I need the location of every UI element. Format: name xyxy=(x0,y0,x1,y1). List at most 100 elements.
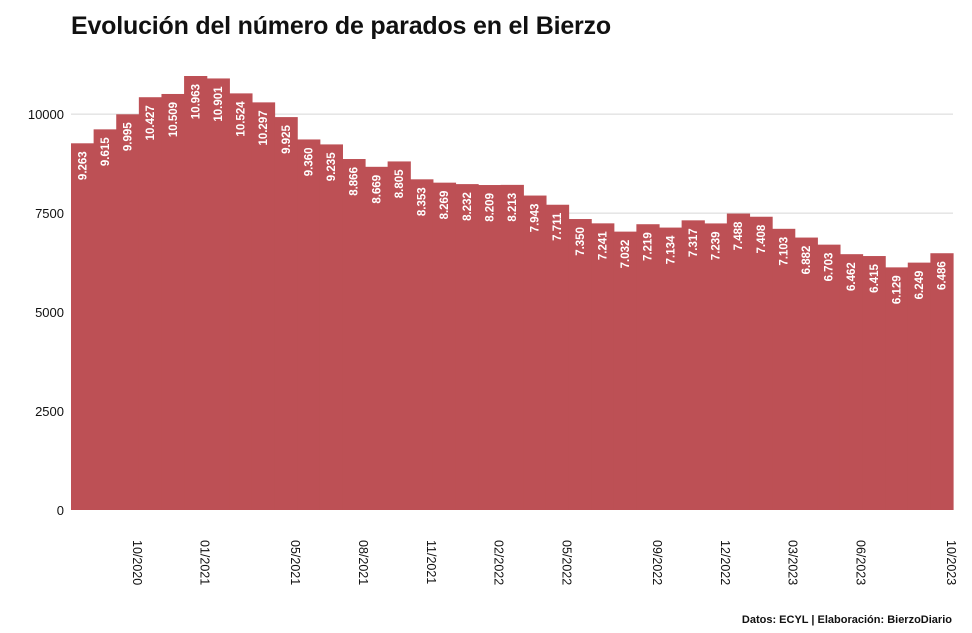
bar xyxy=(342,159,366,510)
bar xyxy=(794,237,818,510)
bar-value-label: 6.249 xyxy=(914,271,926,300)
bar xyxy=(410,179,434,510)
bar-value-label: 8.232 xyxy=(462,192,474,221)
y-tick-label: 0 xyxy=(57,503,64,518)
bar xyxy=(71,143,95,511)
bar-value-label: 8.805 xyxy=(394,169,406,198)
bar xyxy=(930,253,954,511)
x-tick-label: 10/2023 xyxy=(944,540,958,585)
y-tick-label: 5000 xyxy=(35,305,64,320)
bar-value-label: 8.209 xyxy=(484,193,496,222)
bar xyxy=(432,182,457,510)
bar xyxy=(568,219,592,510)
bar xyxy=(749,216,773,511)
bar-value-label: 7.711 xyxy=(552,212,564,241)
bar xyxy=(206,78,230,510)
x-tick-label: 06/2023 xyxy=(854,540,868,585)
bar xyxy=(885,267,909,510)
bar xyxy=(161,93,185,510)
y-tick-label: 2500 xyxy=(35,404,64,419)
bar xyxy=(387,161,411,510)
bar xyxy=(636,224,660,510)
bar xyxy=(726,213,751,510)
bar xyxy=(138,97,163,510)
bar xyxy=(500,184,524,510)
x-tick-label: 12/2022 xyxy=(718,540,732,585)
bar-value-label: 9.235 xyxy=(326,152,338,181)
bar xyxy=(907,262,931,510)
bar-value-label: 9.263 xyxy=(77,151,89,180)
x-tick-label: 09/2022 xyxy=(650,540,664,585)
bar xyxy=(274,117,298,510)
y-axis-ticks: 0 2500 5000 7500 10000 xyxy=(28,107,64,518)
bar-value-label: 7.943 xyxy=(530,204,542,233)
x-tick-label: 03/2023 xyxy=(786,540,800,585)
bar-value-label: 6.415 xyxy=(869,263,881,292)
bar xyxy=(365,166,389,510)
bar xyxy=(862,256,886,510)
x-tick-label: 05/2021 xyxy=(288,540,302,585)
bar-value-label: 7.350 xyxy=(575,227,587,256)
bar-value-label: 9.615 xyxy=(100,137,112,166)
bar-value-label: 6.486 xyxy=(937,261,949,290)
bar xyxy=(251,102,276,511)
bar-value-label: 8.269 xyxy=(439,191,451,220)
x-tick-label: 10/2020 xyxy=(130,540,144,585)
bar xyxy=(704,223,728,511)
value-labels: 9.263 9.615 9.995 10.427 10.509 10.963 10.901 1… xyxy=(77,84,948,304)
bar-value-label: 10.901 xyxy=(213,86,225,122)
chart-title: Evolución del número de parados en el Bi… xyxy=(71,12,611,40)
bar xyxy=(523,195,547,511)
bar-value-label: 6.703 xyxy=(824,253,836,282)
bar-value-label: 7.241 xyxy=(597,231,609,260)
bar xyxy=(659,227,683,510)
bar xyxy=(93,129,117,511)
bar-value-label: 10.427 xyxy=(145,105,157,140)
bar-value-label: 8.353 xyxy=(417,187,429,216)
bar-value-label: 10.524 xyxy=(236,101,248,137)
bar-value-label: 7.239 xyxy=(711,231,723,260)
bar-value-label: 7.408 xyxy=(756,224,768,253)
bars xyxy=(71,76,954,511)
bar xyxy=(545,204,570,511)
bar xyxy=(839,254,864,510)
bar-value-label: 7.488 xyxy=(733,221,745,250)
bar-value-label: 10.963 xyxy=(190,84,202,119)
bar xyxy=(817,244,841,510)
bar xyxy=(772,228,796,510)
bar-value-label: 8.866 xyxy=(349,167,361,196)
chart-source-credit: Datos: ECYL | Elaboración: BierzoDiario xyxy=(741,614,952,626)
x-axis-ticks: 10/2020 01/2021 05/2021 08/2021 11/2021 02/20… xyxy=(130,540,958,585)
bar xyxy=(455,184,479,511)
bar-value-label: 9.925 xyxy=(281,124,293,153)
bar xyxy=(297,139,321,510)
x-tick-label: 02/2022 xyxy=(492,540,506,585)
bar-value-label: 7.134 xyxy=(665,235,677,264)
bar xyxy=(613,231,637,510)
bar-value-label: 9.995 xyxy=(123,122,135,151)
bar-value-label: 7.103 xyxy=(778,237,790,266)
bar-value-label: 7.317 xyxy=(688,228,700,257)
bar xyxy=(681,220,705,510)
bar-value-label: 10.509 xyxy=(168,102,180,137)
x-tick-label: 08/2021 xyxy=(356,540,370,585)
x-tick-label: 05/2022 xyxy=(560,540,574,585)
y-tick-label: 10000 xyxy=(28,107,64,122)
bar xyxy=(478,185,502,510)
bar xyxy=(229,93,253,510)
bar-value-label: 6.462 xyxy=(846,262,858,291)
x-tick-label: 11/2021 xyxy=(424,540,438,584)
bar-value-label: 8.213 xyxy=(507,193,519,222)
bar-value-label: 8.669 xyxy=(371,175,383,204)
bar xyxy=(319,144,343,510)
bar xyxy=(116,114,140,510)
bar-value-label: 10.297 xyxy=(258,110,270,145)
bar-value-label: 6.882 xyxy=(801,246,813,275)
y-tick-label: 7500 xyxy=(35,206,64,221)
bar-value-label: 9.360 xyxy=(303,147,315,176)
bar-value-label: 7.219 xyxy=(643,232,655,261)
bar xyxy=(184,76,208,510)
bar-value-label: 6.129 xyxy=(891,275,903,304)
x-tick-label: 01/2021 xyxy=(198,540,212,585)
